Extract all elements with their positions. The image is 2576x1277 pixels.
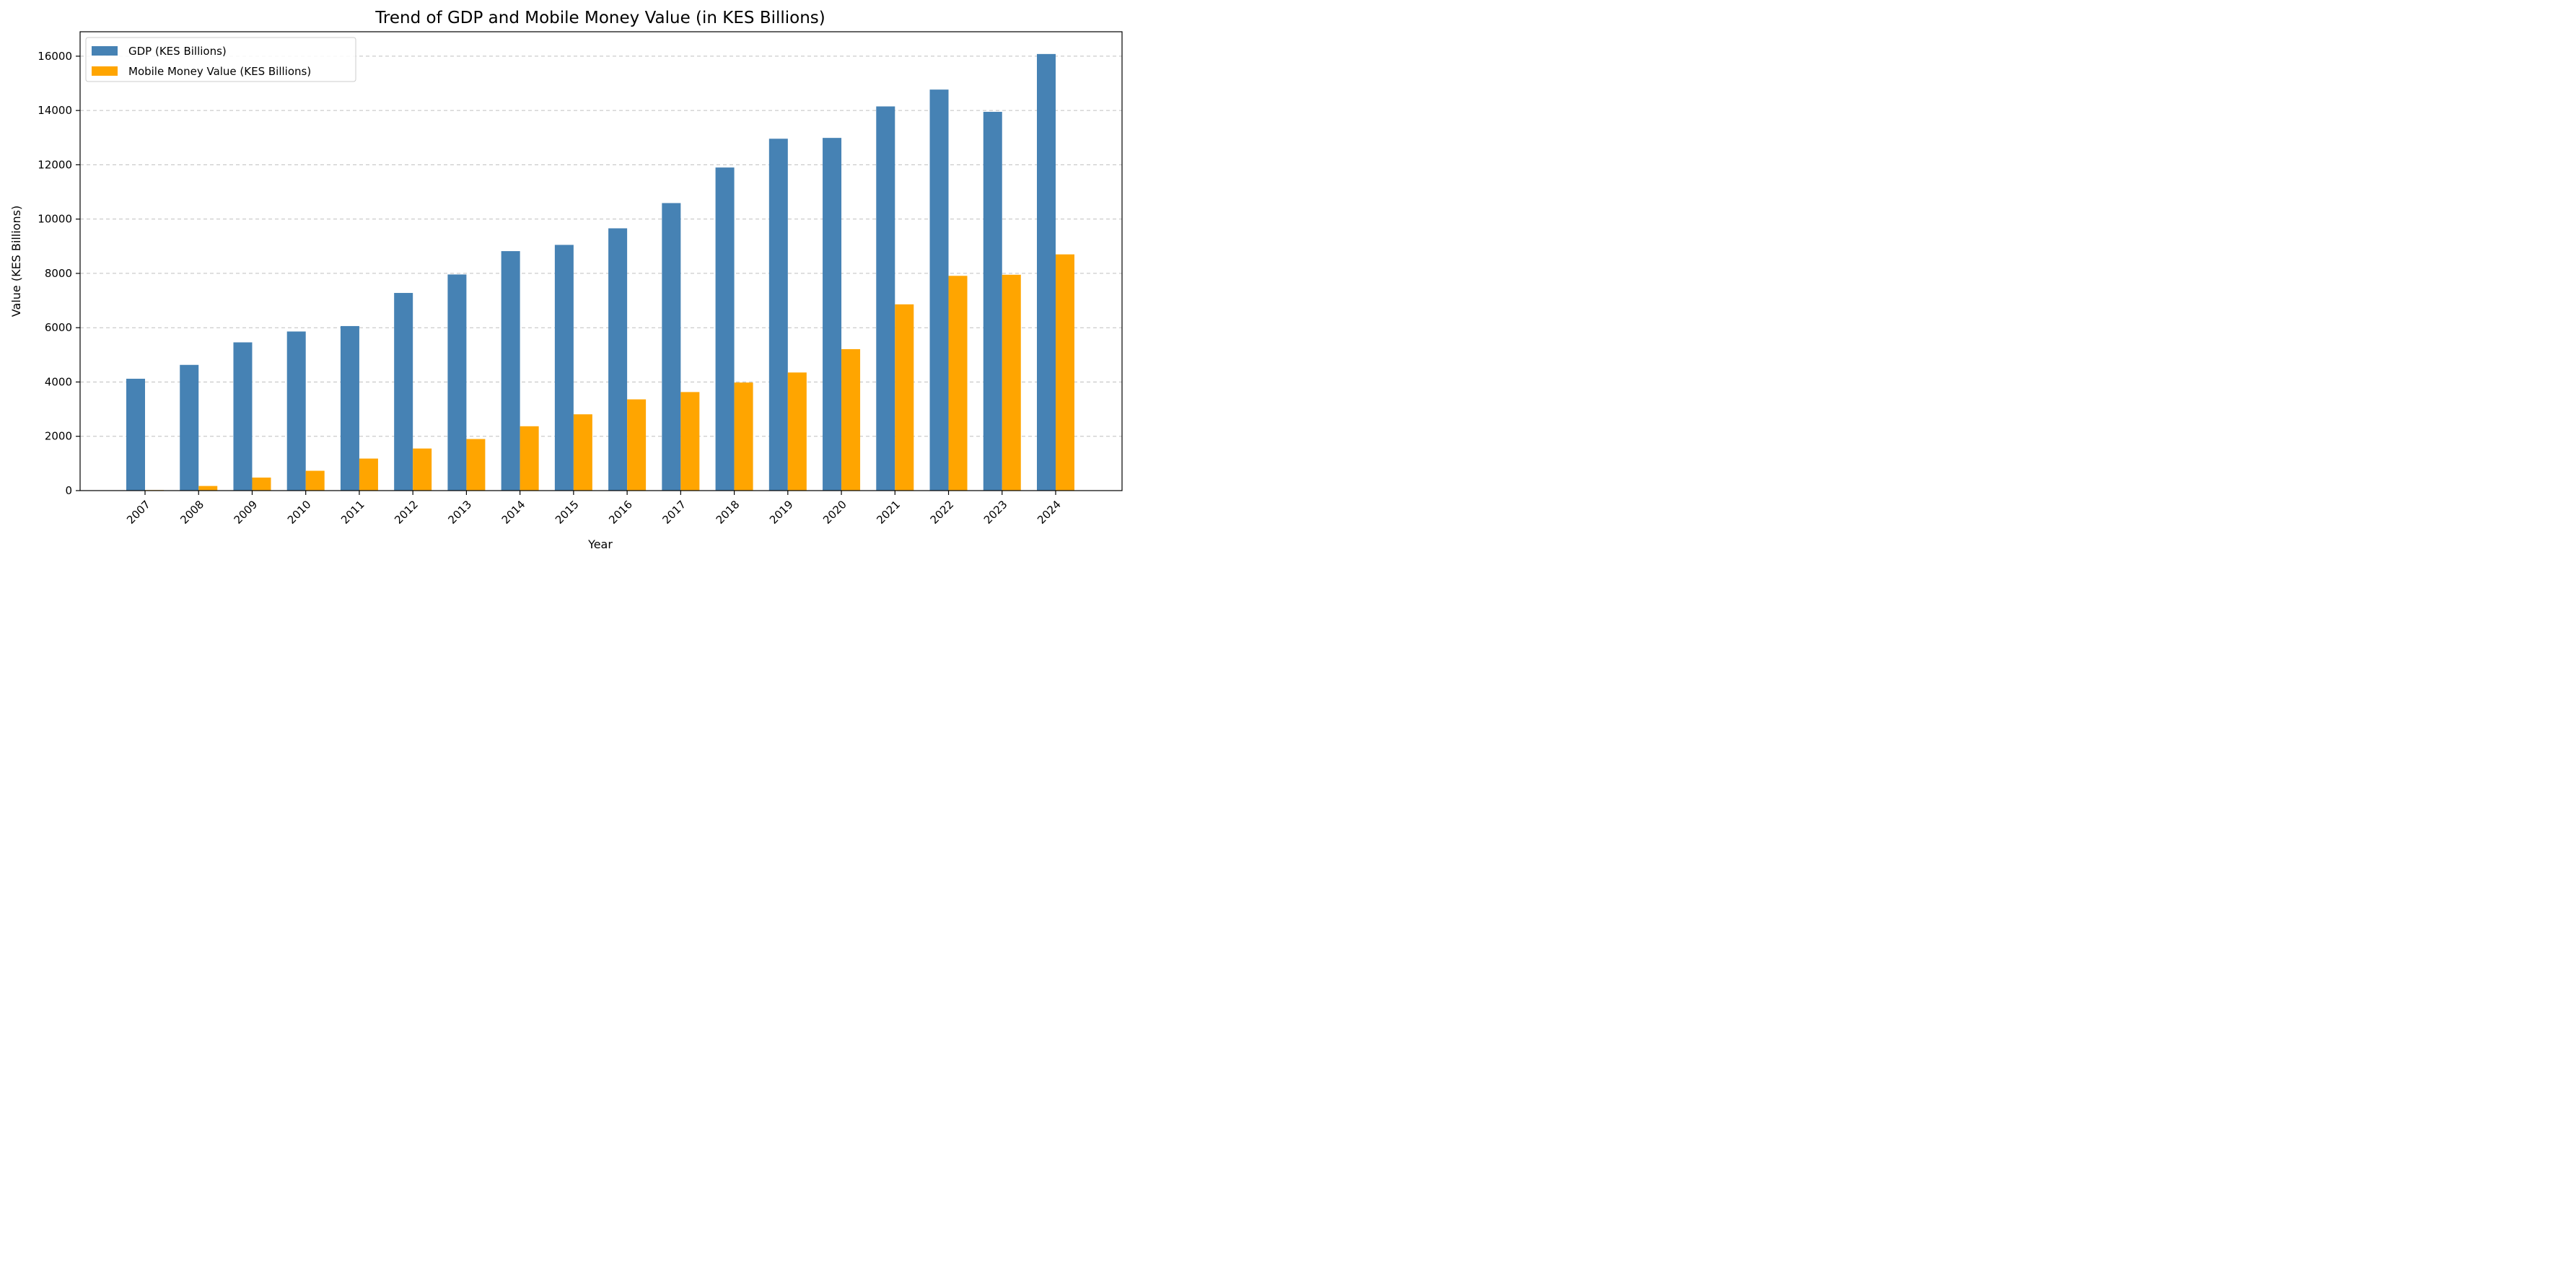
mobile-money-bar xyxy=(680,392,700,491)
y-axis-label: Value (KES Billions) xyxy=(9,206,23,317)
mobile-money-bar xyxy=(573,414,592,491)
y-tick-label: 16000 xyxy=(38,50,72,63)
x-axis-label: Year xyxy=(587,537,613,551)
mobile-money-bar xyxy=(252,477,271,491)
bar-chart: Trend of GDP and Mobile Money Value (in … xyxy=(0,0,1131,556)
gdp-bar xyxy=(554,245,574,491)
y-tick-label: 0 xyxy=(65,484,72,497)
gdp-bar xyxy=(768,139,788,491)
y-tick-label: 2000 xyxy=(45,430,72,443)
gdp-bar xyxy=(180,364,199,491)
mobile-money-bar xyxy=(1056,254,1074,491)
gdp-bar xyxy=(929,89,949,491)
chart-title: Trend of GDP and Mobile Money Value (in … xyxy=(374,9,825,27)
y-tick-label: 4000 xyxy=(45,375,72,388)
mobile-money-bar xyxy=(948,276,968,491)
chart-container: Trend of GDP and Mobile Money Value (in … xyxy=(0,0,1131,556)
mobile-money-bar xyxy=(734,382,753,491)
gdp-bar xyxy=(340,325,359,491)
mobile-money-bar xyxy=(520,426,539,491)
mobile-money-bar xyxy=(787,372,807,491)
gdp-bar xyxy=(1037,53,1056,491)
gdp-bar xyxy=(394,293,413,491)
y-tick-label: 10000 xyxy=(38,213,72,226)
gridlines xyxy=(80,56,1122,437)
legend-box xyxy=(85,37,356,82)
mobile-money-bar xyxy=(466,439,486,491)
legend: GDP (KES Billions) Mobile Money Value (KE… xyxy=(85,37,356,82)
y-tick-label: 12000 xyxy=(38,158,72,171)
gdp-bar xyxy=(876,106,895,491)
gdp-bar xyxy=(715,167,735,491)
gdp-bar xyxy=(286,331,306,491)
y-tick-label: 14000 xyxy=(38,104,72,117)
mobile-money-bar xyxy=(627,399,647,491)
gdp-bar xyxy=(662,203,681,491)
mobile-money-bar xyxy=(895,304,914,491)
legend-label-mobile-money: Mobile Money Value (KES Billions) xyxy=(128,65,311,78)
y-tick-label: 6000 xyxy=(45,321,72,334)
gdp-bar xyxy=(823,138,842,491)
mobile-money-bar xyxy=(359,458,378,491)
axes xyxy=(76,31,1123,495)
plot-frame xyxy=(79,31,1123,491)
mobile-money-bar xyxy=(198,486,218,491)
mobile-money-bar xyxy=(841,348,861,491)
legend-swatch-gdp xyxy=(92,46,118,56)
mobile-money-bar xyxy=(305,470,325,491)
gdp-bar xyxy=(126,378,145,491)
legend-label-gdp: GDP (KES Billions) xyxy=(128,45,227,58)
bars xyxy=(126,53,1074,491)
gdp-bar xyxy=(983,112,1002,491)
mobile-money-bar xyxy=(1002,274,1021,491)
gdp-bar xyxy=(447,274,467,491)
gdp-bar xyxy=(501,251,520,491)
legend-swatch-mobile-money xyxy=(92,66,118,76)
y-tick-label: 8000 xyxy=(45,267,72,280)
gdp-bar xyxy=(608,228,628,491)
mobile-money-bar xyxy=(413,448,432,491)
gdp-bar xyxy=(233,342,253,491)
